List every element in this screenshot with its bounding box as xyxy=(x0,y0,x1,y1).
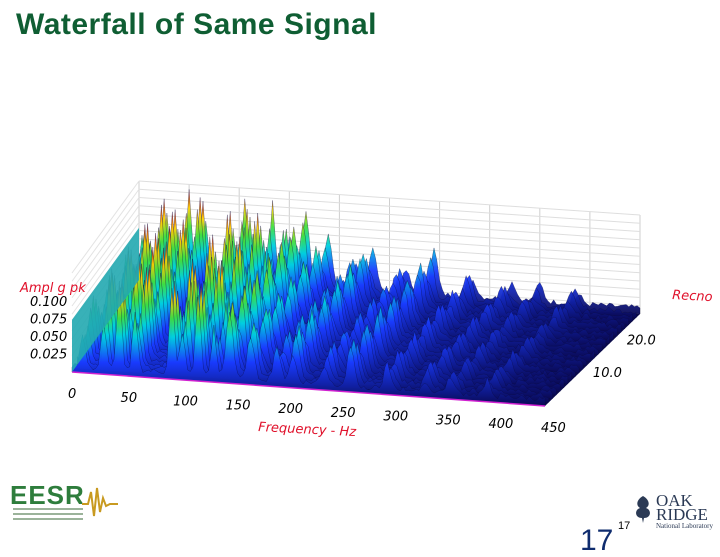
ornl-logo: OAK RIDGE National Laboratory xyxy=(632,490,716,534)
slide-title: Waterfall of Same Signal xyxy=(16,8,377,41)
page-number: 17 xyxy=(618,520,631,532)
grid-line xyxy=(138,221,641,257)
x-tick-label: 300 xyxy=(383,410,408,425)
grid-line xyxy=(138,213,641,249)
grid-line xyxy=(138,197,641,232)
y-axis-title: Recno xyxy=(672,288,713,305)
x-tick-label: 50 xyxy=(121,391,138,406)
z-tick-label: 0.025 xyxy=(30,347,67,362)
x-tick-label: 100 xyxy=(173,395,198,410)
grid-line xyxy=(138,180,641,216)
front-edge-line xyxy=(71,371,546,407)
eesr-logo-text: EESR xyxy=(10,480,85,510)
grid-line xyxy=(138,238,641,274)
z-tick-label: 0.075 xyxy=(30,312,67,327)
x-tick-label: 250 xyxy=(331,406,356,421)
grid-line xyxy=(138,246,641,282)
grid-line xyxy=(71,205,140,299)
y-tick-label: 10.0 xyxy=(593,366,622,381)
grid-line xyxy=(71,221,140,315)
waterfall-slice xyxy=(71,280,546,407)
waterfall-chart: 0 50 100 150 200 250 300 350 400 450 0.025 0.050 0.0… xyxy=(19,180,713,440)
x-tick-label: 0 xyxy=(68,387,76,402)
x-tick-label: 400 xyxy=(488,417,513,432)
grid-line xyxy=(138,230,641,265)
grid-line xyxy=(138,188,641,224)
eesr-logo: EESR xyxy=(10,478,120,528)
oak-leaf-icon xyxy=(636,496,650,523)
waterfall-surface xyxy=(71,189,641,407)
x-tick-label: 150 xyxy=(226,398,251,413)
grid-line xyxy=(138,205,641,241)
grid-line xyxy=(71,188,140,282)
z-tick-label: 0.100 xyxy=(30,295,67,310)
x-tick-label: 200 xyxy=(278,402,303,417)
z-axis-title: Ampl g pk xyxy=(19,281,86,296)
x-tick-label: 350 xyxy=(436,413,461,428)
ornl-logo-ridge: RIDGE xyxy=(656,505,708,524)
left-side-panel xyxy=(72,227,139,372)
y-tick-label: 20.0 xyxy=(627,333,656,348)
ornl-logo-sub: National Laboratory xyxy=(656,522,713,530)
page-number-ghost: 17 xyxy=(580,524,614,557)
grid-line xyxy=(71,213,140,307)
signal-wave-icon xyxy=(82,487,118,517)
grid-line xyxy=(71,180,140,274)
eesr-logo-subtext xyxy=(13,508,83,522)
x-axis-title: Frequency - Hz xyxy=(258,420,358,440)
grid-line xyxy=(71,197,140,290)
axis-ticks: 0 50 100 150 200 250 300 350 400 450 0.025 0.050 0.0… xyxy=(30,295,656,436)
ornl-logo-oak: OAK xyxy=(656,491,693,510)
z-tick-label: 0.050 xyxy=(30,330,67,345)
x-tick-label: 450 xyxy=(541,421,566,436)
